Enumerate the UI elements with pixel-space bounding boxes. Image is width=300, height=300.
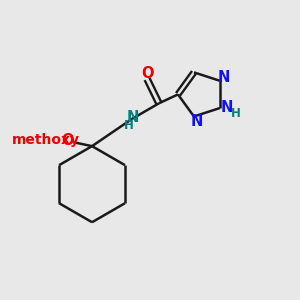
Text: N: N xyxy=(127,110,139,124)
Text: O: O xyxy=(61,133,74,148)
Text: N: N xyxy=(190,114,202,129)
Text: H: H xyxy=(124,119,134,132)
Text: N: N xyxy=(218,70,230,85)
Text: methoxy: methoxy xyxy=(11,133,80,147)
Text: H: H xyxy=(231,107,241,120)
Text: N: N xyxy=(220,100,232,115)
Text: O: O xyxy=(141,66,153,81)
